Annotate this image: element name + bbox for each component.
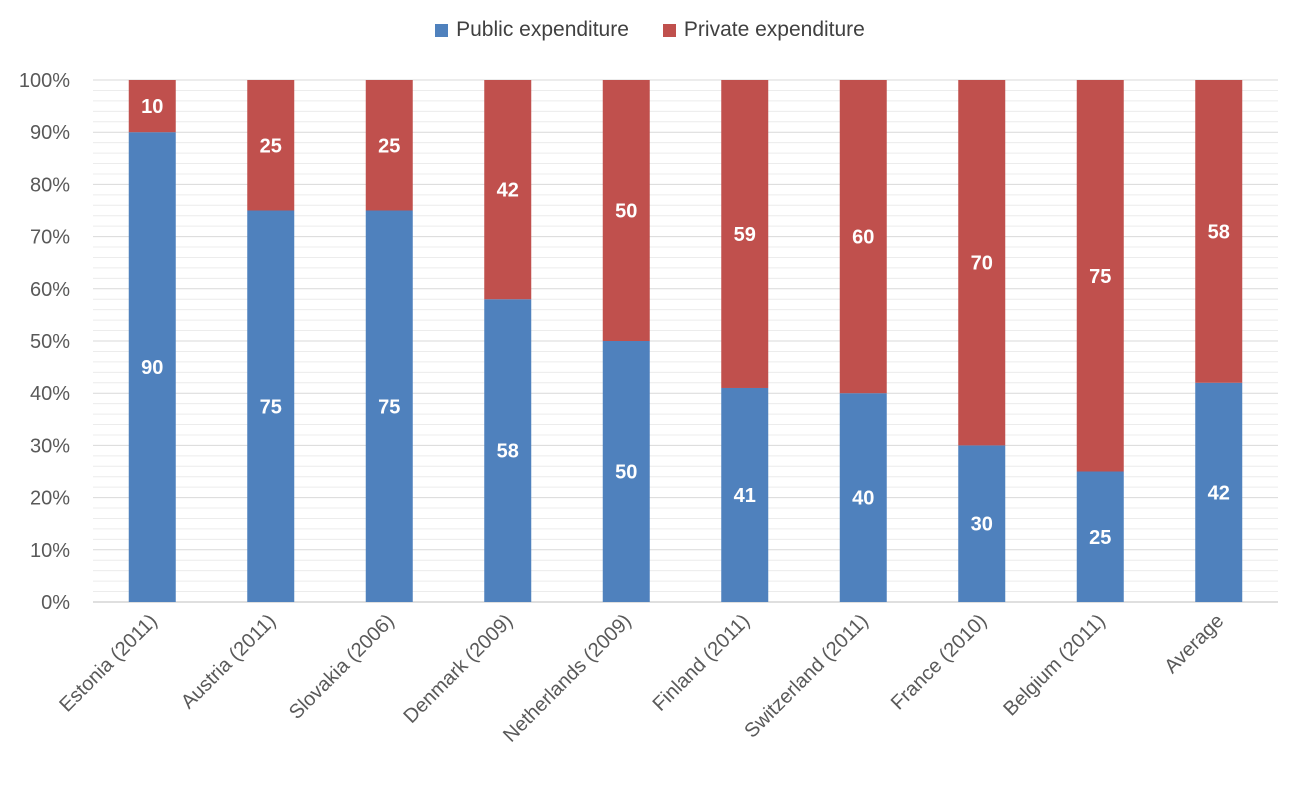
- y-tick-label: 100%: [19, 70, 70, 92]
- x-tick-label: Belgium (2011): [999, 610, 1109, 720]
- x-tick-label: Estonia (2011): [55, 610, 161, 716]
- data-label: 58: [497, 441, 519, 463]
- bar-private: [1195, 80, 1243, 383]
- data-label: 25: [378, 135, 400, 157]
- x-tick-label: Average: [1160, 610, 1228, 678]
- chart-legend: Public expenditure Private expenditure: [0, 18, 1300, 42]
- y-tick-label: 40%: [30, 383, 70, 405]
- data-label: 75: [378, 396, 400, 418]
- bar-private: [128, 80, 176, 133]
- x-tick-label: Denmark (2009): [400, 610, 518, 728]
- y-tick-label: 60%: [30, 279, 70, 301]
- bar-private: [365, 80, 413, 211]
- bar-private: [839, 80, 887, 394]
- bar-public: [365, 210, 413, 602]
- y-tick-label: 50%: [30, 331, 70, 353]
- legend-swatch-private: [662, 23, 676, 37]
- legend-label-private: Private expenditure: [683, 18, 865, 41]
- data-label: 70: [971, 253, 993, 275]
- x-tick-label: France (2010): [887, 610, 991, 714]
- y-tick-label: 30%: [30, 435, 70, 457]
- data-label: 42: [1208, 482, 1230, 504]
- x-tick-label: Netherlands (2009): [499, 610, 636, 747]
- bar-private: [958, 80, 1006, 446]
- data-label: 25: [1089, 527, 1111, 549]
- bar-public: [1076, 471, 1124, 602]
- x-tick-label: Finland (2011): [649, 610, 755, 716]
- bar-public: [839, 393, 887, 602]
- legend-item-private: Private expenditure: [662, 18, 865, 42]
- y-tick-label: 90%: [30, 122, 70, 144]
- bar-private: [602, 80, 650, 341]
- bar-private: [721, 80, 769, 388]
- bar-public: [602, 341, 650, 602]
- data-label: 75: [260, 396, 282, 418]
- data-label: 50: [615, 462, 637, 484]
- bar-public: [247, 210, 295, 602]
- data-label: 42: [497, 180, 519, 202]
- y-tick-label: 20%: [30, 488, 70, 510]
- data-label: 60: [852, 227, 874, 249]
- bar-public: [958, 445, 1006, 602]
- data-label: 90: [141, 357, 163, 379]
- y-tick-label: 0%: [41, 592, 70, 614]
- data-label: 75: [1089, 266, 1111, 288]
- x-tick-label: Slovakia (2006): [285, 610, 399, 724]
- y-tick-label: 10%: [30, 540, 70, 562]
- x-tick-label: Austria (2011): [177, 610, 280, 713]
- data-label: 30: [971, 514, 993, 536]
- bar-private: [1076, 80, 1124, 472]
- legend-label-public: Public expenditure: [456, 18, 629, 41]
- data-label: 25: [260, 135, 282, 157]
- data-label: 10: [141, 96, 163, 118]
- data-label: 40: [852, 488, 874, 510]
- bar-public: [484, 299, 532, 602]
- bar-public: [128, 132, 176, 602]
- bar-public: [1195, 382, 1243, 602]
- bar-private: [484, 80, 532, 300]
- legend-item-public: Public expenditure: [435, 18, 629, 42]
- bar-public: [721, 387, 769, 602]
- y-tick-label: 70%: [30, 227, 70, 249]
- data-label: 58: [1208, 221, 1230, 243]
- data-label: 41: [734, 485, 756, 507]
- data-label: 50: [615, 201, 637, 223]
- data-label: 59: [734, 224, 756, 246]
- bar-private: [247, 80, 295, 211]
- legend-swatch-public: [435, 23, 449, 37]
- y-tick-label: 80%: [30, 174, 70, 196]
- x-tick-label: Switzerland (2011): [740, 610, 872, 742]
